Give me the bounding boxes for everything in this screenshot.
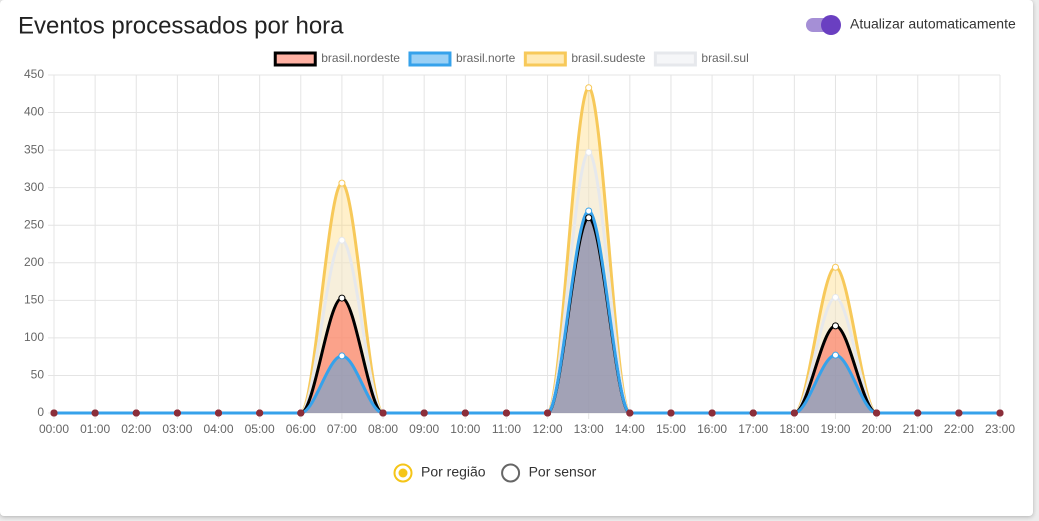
x-tick-label: 11:00: [492, 422, 521, 436]
x-tick-label: 14:00: [615, 422, 645, 436]
point[interactable]: [585, 148, 593, 156]
point[interactable]: [297, 409, 305, 417]
point[interactable]: [338, 352, 346, 360]
legend-label[interactable]: brasil.nordeste: [321, 51, 400, 65]
x-tick-label: 08:00: [368, 422, 398, 436]
point[interactable]: [91, 409, 99, 417]
radio[interactable]: [501, 463, 521, 483]
x-tick-label: 19:00: [820, 422, 850, 436]
x-tick-label: 23:00: [985, 422, 1015, 436]
x-tick-label: 04:00: [204, 422, 234, 436]
y-tick-label: 250: [24, 217, 44, 231]
page-title: Eventos processados por hora: [18, 12, 344, 39]
point[interactable]: [338, 179, 346, 187]
point[interactable]: [132, 409, 140, 417]
toggle-label[interactable]: Atualizar automaticamente: [850, 16, 1016, 32]
point[interactable]: [626, 409, 634, 417]
point[interactable]: [873, 409, 881, 417]
radio-label[interactable]: Por sensor: [529, 464, 597, 480]
x-tick-label: 05:00: [245, 422, 275, 436]
point[interactable]: [544, 409, 552, 417]
point[interactable]: [708, 409, 716, 417]
point[interactable]: [749, 409, 757, 417]
radio[interactable]: [393, 463, 413, 483]
radio-dot[interactable]: [398, 468, 408, 478]
y-tick-label: 200: [24, 255, 44, 269]
point[interactable]: [215, 409, 223, 417]
point[interactable]: [831, 322, 839, 330]
legend-label[interactable]: brasil.sudeste: [571, 51, 645, 65]
point[interactable]: [173, 409, 181, 417]
point[interactable]: [379, 409, 387, 417]
legend-label[interactable]: brasil.norte: [456, 51, 516, 65]
point[interactable]: [502, 409, 510, 417]
legend-swatch[interactable]: [523, 51, 567, 67]
y-tick-label: 100: [24, 330, 44, 344]
x-tick-label: 12:00: [533, 422, 563, 436]
y-tick-label: 0: [37, 405, 44, 419]
x-tick-label: 20:00: [862, 422, 892, 436]
point[interactable]: [790, 409, 798, 417]
x-tick-label: 07:00: [327, 422, 357, 436]
point[interactable]: [667, 409, 675, 417]
x-tick-label: 03:00: [162, 422, 192, 436]
x-tick-label: 17:00: [738, 422, 768, 436]
point[interactable]: [914, 409, 922, 417]
point[interactable]: [338, 294, 346, 302]
point[interactable]: [461, 409, 469, 417]
point[interactable]: [831, 351, 839, 359]
x-tick-label: 15:00: [656, 422, 686, 436]
x-tick-label: 21:00: [903, 422, 933, 436]
x-tick-label: 00:00: [39, 422, 69, 436]
y-tick-label: 450: [24, 67, 44, 81]
toggle-knob[interactable]: [821, 15, 841, 35]
x-tick-label: 22:00: [944, 422, 974, 436]
legend-swatch[interactable]: [273, 51, 317, 67]
x-tick-label: 18:00: [779, 422, 809, 436]
point[interactable]: [831, 263, 839, 271]
point[interactable]: [831, 293, 839, 301]
point[interactable]: [338, 236, 346, 244]
y-tick-label: 300: [24, 180, 44, 194]
point[interactable]: [585, 84, 593, 92]
x-tick-label: 10:00: [450, 422, 480, 436]
x-tick-label: 01:00: [80, 422, 110, 436]
y-tick-label: 400: [24, 105, 44, 119]
radio-label[interactable]: Por região: [421, 464, 486, 480]
x-tick-label: 16:00: [697, 422, 727, 436]
y-tick-label: 50: [31, 368, 45, 382]
legend-label[interactable]: brasil.sul: [701, 51, 748, 65]
point[interactable]: [585, 207, 593, 215]
legend-swatch[interactable]: [653, 51, 697, 67]
x-tick-label: 02:00: [121, 422, 151, 436]
point[interactable]: [955, 409, 963, 417]
point[interactable]: [585, 214, 593, 222]
y-tick-label: 350: [24, 142, 44, 156]
point[interactable]: [256, 409, 264, 417]
point[interactable]: [996, 409, 1004, 417]
point[interactable]: [420, 409, 428, 417]
area: [54, 217, 1000, 413]
legend-swatch[interactable]: [408, 51, 452, 67]
x-tick-label: 09:00: [409, 422, 439, 436]
x-tick-label: 13:00: [574, 422, 604, 436]
point[interactable]: [50, 409, 58, 417]
x-tick-label: 06:00: [286, 422, 316, 436]
y-tick-label: 150: [24, 293, 44, 307]
